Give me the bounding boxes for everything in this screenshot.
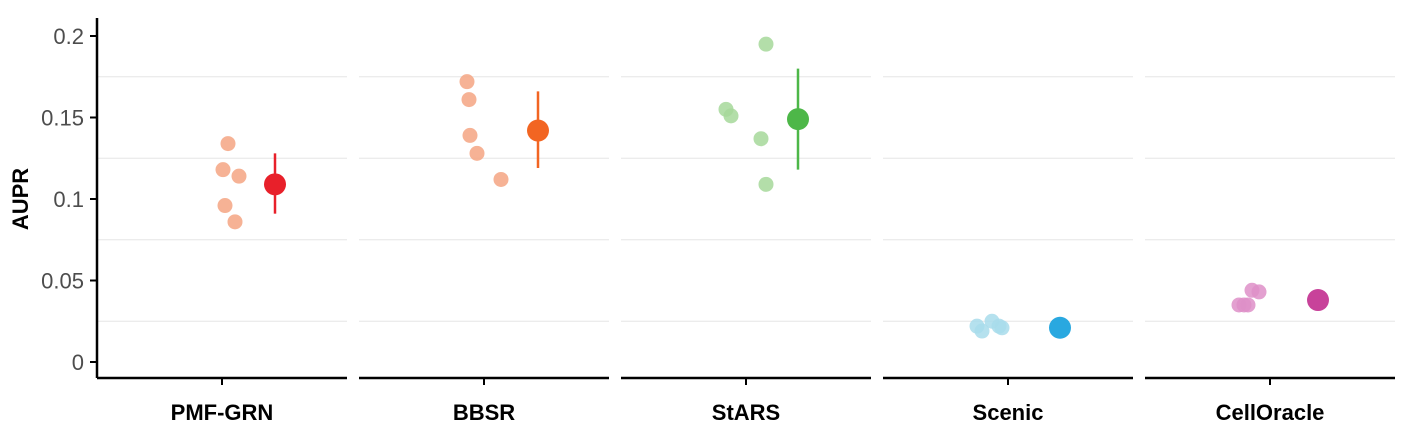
- x-category-label: StARS: [712, 400, 780, 425]
- data-points: [215, 36, 1267, 339]
- data-point: [461, 92, 477, 108]
- data-point: [227, 214, 243, 230]
- y-tick-label: 0: [72, 350, 84, 375]
- x-category-label: PMF-GRN: [171, 400, 274, 425]
- summary-markers: [264, 68, 1329, 339]
- data-point: [758, 176, 774, 192]
- labels: 0 0.05 0.1 0.15 0.2 AUPR PMF-GRN BBSR StARS Sceni…: [8, 24, 1324, 425]
- x-category-label: CellOracle: [1216, 400, 1325, 425]
- mean-point: [1049, 316, 1071, 339]
- y-tick-label: 0.2: [53, 24, 84, 49]
- mean-point: [1307, 289, 1329, 312]
- data-point: [220, 136, 236, 152]
- y-tick-label: 0.15: [41, 106, 84, 131]
- data-point: [974, 323, 990, 339]
- data-point: [217, 198, 233, 214]
- data-point: [723, 108, 739, 124]
- y-tick-label: 0.1: [53, 187, 84, 212]
- mean-point: [264, 173, 286, 196]
- data-point: [215, 162, 231, 178]
- mean-point: [527, 119, 549, 142]
- y-tick-label: 0.05: [41, 269, 84, 294]
- y-axis-title: AUPR: [8, 168, 33, 230]
- data-point: [493, 171, 509, 187]
- data-point: [1251, 284, 1267, 300]
- data-point: [231, 168, 247, 184]
- data-point: [1240, 297, 1256, 313]
- mean-point: [787, 108, 809, 131]
- axes: [90, 18, 1395, 385]
- data-point: [462, 127, 478, 143]
- data-point: [758, 36, 774, 52]
- x-category-label: BBSR: [453, 400, 515, 425]
- data-point: [753, 131, 769, 147]
- x-category-label: Scenic: [973, 400, 1044, 425]
- grid-lines: [97, 76, 1395, 322]
- data-point: [994, 320, 1010, 336]
- data-point: [469, 145, 485, 161]
- data-point: [459, 74, 475, 90]
